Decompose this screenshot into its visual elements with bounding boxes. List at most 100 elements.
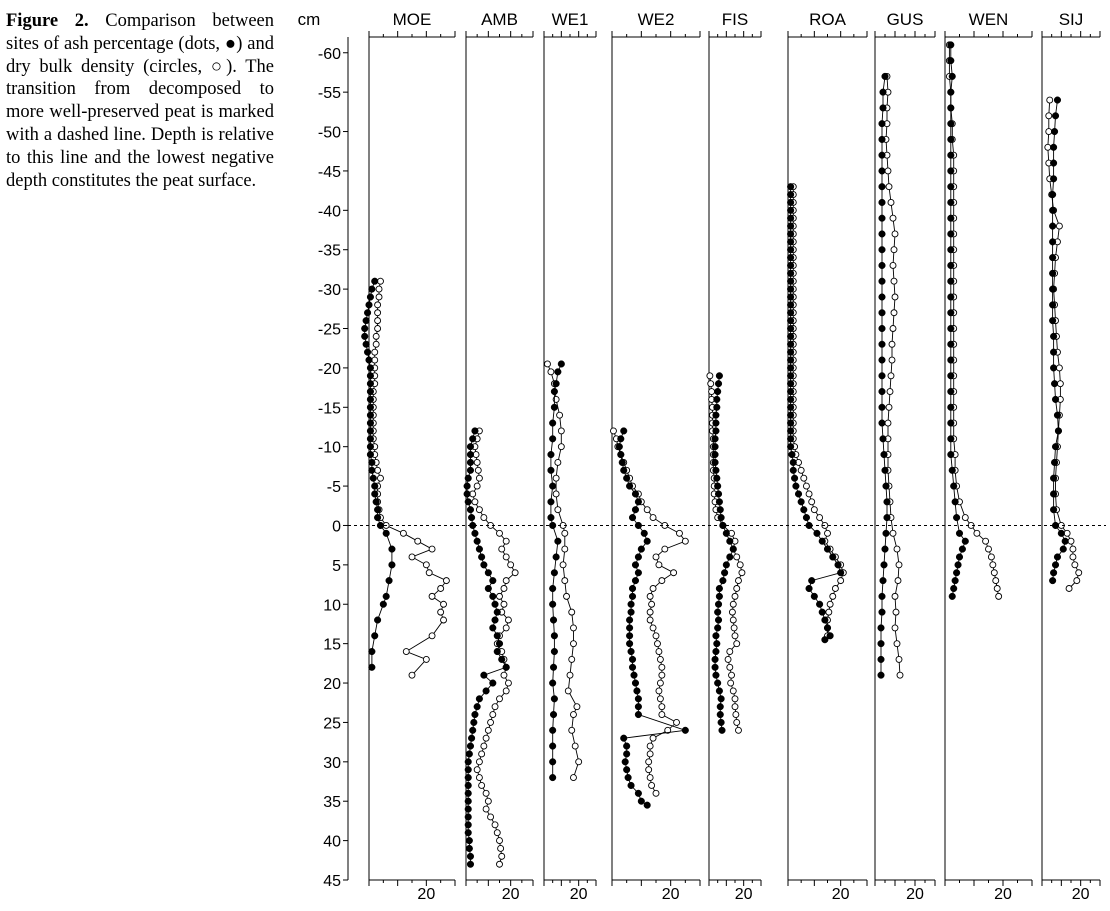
ash-point — [881, 72, 889, 80]
ash-point — [1061, 537, 1069, 545]
density-point — [502, 624, 510, 632]
ash-point — [837, 569, 845, 577]
ash-point — [634, 703, 642, 711]
ash-point — [712, 671, 720, 679]
ash-point — [878, 356, 886, 364]
ash-point — [634, 553, 642, 561]
density-line — [709, 375, 743, 731]
ash-point — [634, 711, 642, 719]
density-point — [810, 506, 818, 514]
ash-point — [550, 403, 558, 411]
ash-point — [633, 687, 641, 695]
density-point — [374, 309, 382, 317]
ash-point — [878, 246, 886, 254]
density-point — [736, 561, 744, 569]
ash-point — [549, 584, 557, 593]
ash-point — [877, 640, 885, 648]
ash-point — [473, 537, 481, 545]
density-point — [816, 514, 824, 522]
ash-point — [549, 711, 558, 719]
ash-point — [787, 261, 795, 270]
ash-point — [802, 514, 810, 522]
ash-point — [878, 309, 886, 317]
density-point — [670, 569, 678, 577]
panel-x-tick-label: 20 — [735, 886, 753, 903]
panel-amb: AMB 20 — [463, 10, 534, 903]
ash-point — [631, 506, 640, 514]
panel-x-tick-label: 20 — [662, 886, 680, 903]
ash-point — [714, 380, 723, 388]
density-point — [661, 545, 669, 553]
ash-point — [1050, 143, 1058, 151]
ash-point — [493, 608, 501, 616]
ash-point — [716, 703, 724, 711]
ash-point — [464, 474, 472, 482]
density-point — [656, 695, 664, 703]
density-point — [442, 577, 450, 585]
ash-point — [366, 364, 374, 372]
depth-tick-label: -60 — [318, 46, 341, 63]
ash-point — [628, 592, 637, 600]
density-point — [888, 340, 896, 348]
ash-point — [713, 640, 721, 648]
ash-point — [366, 443, 374, 451]
ash-point — [374, 616, 382, 624]
ash-point — [719, 577, 727, 585]
depth-tick-label: 10 — [323, 597, 341, 614]
ash-point — [624, 774, 632, 782]
density-point — [708, 388, 716, 395]
ash-point — [368, 466, 376, 474]
ash-point — [1049, 317, 1057, 325]
depth-tick-label: -45 — [318, 164, 341, 181]
depth-tick-label: -40 — [318, 203, 341, 220]
ash-point — [466, 852, 475, 860]
density-point — [437, 585, 445, 592]
ash-point — [484, 569, 492, 577]
ash-point — [947, 451, 955, 459]
ash-point — [465, 750, 473, 758]
density-point — [646, 592, 654, 600]
density-point — [1071, 561, 1079, 569]
figure-caption: Figure 2. Comparison between sites of as… — [6, 10, 274, 192]
ash-point — [549, 419, 557, 427]
ash-point — [714, 387, 722, 396]
ash-point — [463, 482, 471, 490]
ash-point — [627, 781, 635, 790]
ash-point — [549, 435, 557, 443]
depth-tick-label: 30 — [323, 755, 341, 772]
density-point — [735, 726, 742, 734]
ash-point — [471, 711, 479, 719]
ash-point — [1050, 332, 1058, 340]
density-point — [500, 671, 508, 679]
ash-point — [371, 490, 379, 498]
ash-point — [361, 324, 369, 333]
density-point — [829, 592, 837, 600]
ash-point — [883, 514, 891, 522]
density-point — [961, 514, 969, 522]
density-point — [726, 648, 734, 655]
ash-point — [372, 498, 380, 506]
ash-point — [366, 293, 374, 301]
density-point — [1045, 112, 1053, 120]
ash-point — [713, 474, 721, 482]
ash-point — [947, 104, 955, 112]
density-point — [1075, 569, 1083, 577]
density-point — [552, 474, 560, 482]
ash-point — [364, 309, 372, 317]
ash-point — [502, 663, 510, 671]
ash-point — [366, 427, 374, 435]
ash-point — [489, 624, 497, 632]
ash-point — [466, 466, 475, 474]
ash-point — [1049, 269, 1057, 277]
density-point — [890, 246, 898, 254]
ash-point — [549, 616, 558, 624]
density-point — [475, 506, 483, 514]
ash-point — [712, 466, 720, 474]
ash-point — [1051, 395, 1060, 403]
density-point — [478, 782, 486, 789]
density-point — [372, 340, 380, 348]
density-point — [658, 671, 666, 679]
ash-point — [878, 135, 886, 143]
ash-point — [797, 498, 805, 506]
panel-title: FIS — [722, 10, 748, 29]
